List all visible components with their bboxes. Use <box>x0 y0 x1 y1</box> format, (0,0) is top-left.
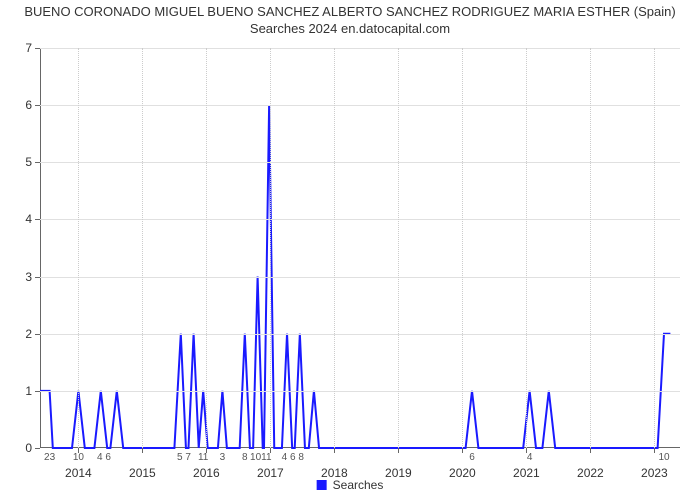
peak-label: 4 <box>527 452 533 463</box>
gridline-h <box>40 277 680 278</box>
gridline-v <box>654 48 656 448</box>
xtick-label: 2020 <box>449 466 476 480</box>
peak-label: 10 <box>73 452 84 463</box>
ytick-mark <box>35 162 40 163</box>
ytick-mark <box>35 48 40 49</box>
gridline-h <box>40 334 680 335</box>
peak-label: 3 <box>220 452 226 463</box>
xtick-label: 2016 <box>193 466 220 480</box>
gridline-h <box>40 48 680 49</box>
xtick-mark <box>142 448 143 453</box>
ytick-mark <box>35 105 40 106</box>
gridline-v <box>462 48 464 448</box>
xtick-mark <box>334 448 335 453</box>
peak-label: 4 6 <box>97 452 111 463</box>
chart-plot-area: 0123456720142015201620172018201920202021… <box>40 48 680 448</box>
gridline-h <box>40 391 680 392</box>
xtick-label: 2021 <box>513 466 540 480</box>
legend-swatch <box>317 480 327 490</box>
title-line2: Searches 2024 en.datocapital.com <box>250 21 450 36</box>
xtick-label: 2015 <box>129 466 156 480</box>
ytick-label: 2 <box>25 327 32 341</box>
xtick-label: 2014 <box>65 466 92 480</box>
ytick-label: 0 <box>25 441 32 455</box>
title-line1: BUENO CORONADO MIGUEL BUENO SANCHEZ ALBE… <box>24 4 675 19</box>
xtick-label: 2019 <box>385 466 412 480</box>
ytick-mark <box>35 391 40 392</box>
peak-label: 23 <box>44 452 55 463</box>
gridline-v <box>270 48 272 448</box>
peak-label: 6 <box>469 452 475 463</box>
gridline-v <box>78 48 80 448</box>
gridline-v <box>398 48 400 448</box>
ytick-label: 7 <box>25 41 32 55</box>
peak-label: 11 <box>198 452 208 463</box>
peak-label: 1011 <box>250 452 272 463</box>
chart-container: BUENO CORONADO MIGUEL BUENO SANCHEZ ALBE… <box>0 0 700 500</box>
gridline-h <box>40 162 680 163</box>
peak-label: 4 6 8 <box>282 452 304 463</box>
line-series <box>40 48 680 448</box>
ytick-mark <box>35 219 40 220</box>
legend-label: Searches <box>333 478 384 492</box>
ytick-mark <box>35 448 40 449</box>
xtick-label: 2023 <box>641 466 668 480</box>
xtick-mark <box>462 448 463 453</box>
peak-label: 10 <box>658 452 669 463</box>
gridline-h <box>40 219 680 220</box>
gridline-v <box>206 48 208 448</box>
ytick-label: 6 <box>25 98 32 112</box>
ytick-label: 3 <box>25 270 32 284</box>
ytick-label: 1 <box>25 384 32 398</box>
ytick-mark <box>35 277 40 278</box>
gridline-v <box>142 48 144 448</box>
ytick-label: 4 <box>25 212 32 226</box>
ytick-mark <box>35 334 40 335</box>
xtick-mark <box>654 448 655 453</box>
ytick-label: 5 <box>25 155 32 169</box>
xtick-label: 2017 <box>257 466 284 480</box>
xtick-mark <box>590 448 591 453</box>
legend: Searches <box>317 478 384 492</box>
gridline-v <box>334 48 336 448</box>
gridline-h <box>40 105 680 106</box>
xtick-label: 2022 <box>577 466 604 480</box>
gridline-v <box>526 48 528 448</box>
peak-label: 8 <box>242 452 248 463</box>
xtick-mark <box>398 448 399 453</box>
chart-title: BUENO CORONADO MIGUEL BUENO SANCHEZ ALBE… <box>0 0 700 38</box>
gridline-v <box>590 48 592 448</box>
peak-label: 5 7 <box>177 452 191 463</box>
